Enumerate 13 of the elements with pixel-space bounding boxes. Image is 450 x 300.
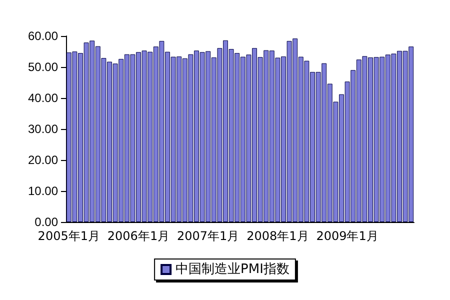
y-tick-label: 30.00 xyxy=(28,122,58,136)
y-tick-label: 40.00 xyxy=(28,91,58,105)
x-tick-label: 2006年1月 xyxy=(107,229,170,243)
y-tick-label: 0.00 xyxy=(34,215,58,229)
x-tick-label: 2009年1月 xyxy=(316,229,378,243)
y-tick-label: 10.00 xyxy=(28,184,58,198)
y-tick-label: 50.00 xyxy=(28,60,58,74)
x-tick-label: 2005年1月 xyxy=(38,229,100,243)
x-tick-label: 2007年1月 xyxy=(177,229,240,243)
y-tick-label: 20.00 xyxy=(28,153,58,167)
legend-label: 中国制造业PMI指数 xyxy=(176,262,290,277)
x-tick-label: 2008年1月 xyxy=(246,229,309,243)
y-tick-label: 60.00 xyxy=(28,29,58,43)
